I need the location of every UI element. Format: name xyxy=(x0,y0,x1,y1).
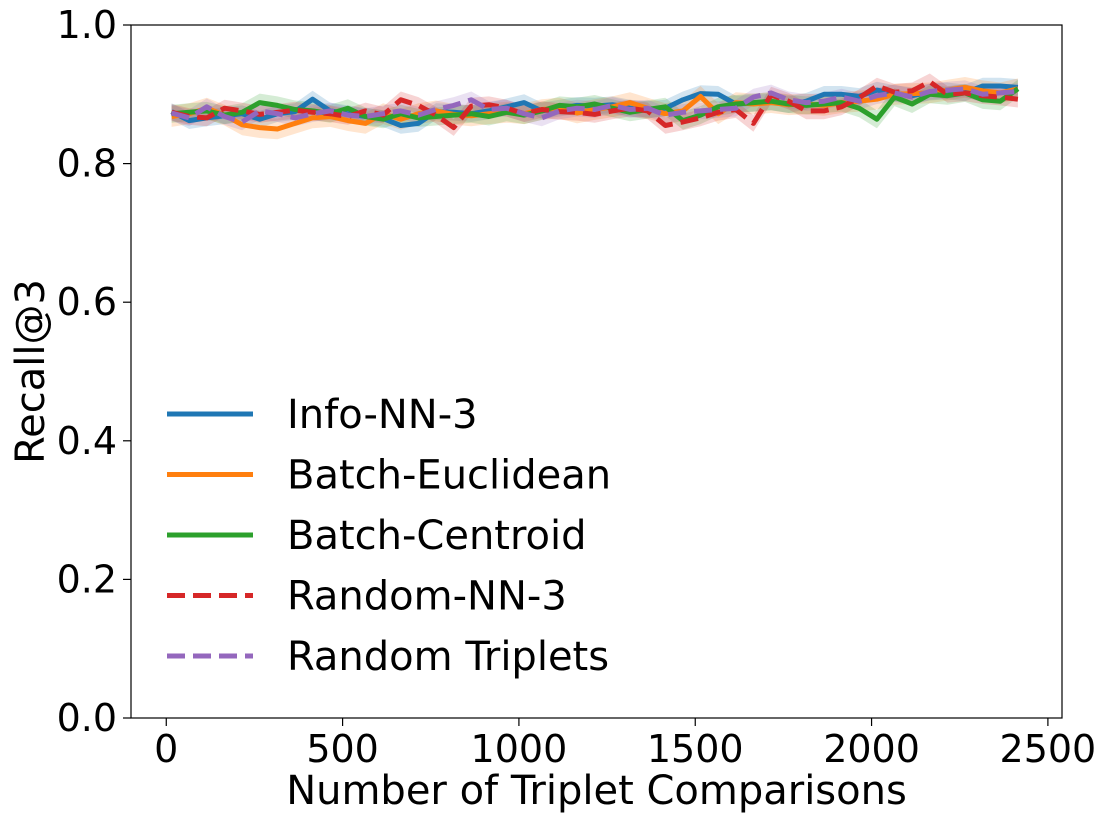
y-axis-label: Recall@3 xyxy=(8,279,54,464)
legend-label: Info-NN-3 xyxy=(287,392,478,438)
series-line-4 xyxy=(171,79,1019,131)
y-tick-label: 0.8 xyxy=(57,142,117,186)
legend-label: Random-NN-3 xyxy=(287,574,567,620)
legend: Info-NN-3 Batch-Euclidean Batch-Centroid Ra… xyxy=(167,392,611,680)
y-tick-label: 1.0 xyxy=(57,3,117,47)
y-tick-label: 0.6 xyxy=(57,280,117,324)
x-tick-label: 500 xyxy=(306,727,379,771)
series-line-5 xyxy=(170,86,1019,125)
y-tick-label: 0.2 xyxy=(57,557,117,601)
y-tick-label: 0.4 xyxy=(57,419,117,463)
y-tick-label: 0.0 xyxy=(57,696,117,740)
x-tick-label: 1500 xyxy=(647,727,744,771)
legend-label: Random Triplets xyxy=(287,634,609,680)
x-axis-label: Number of Triplet Comparisons xyxy=(286,768,907,814)
legend-label: Batch-Euclidean xyxy=(287,453,611,499)
x-tick-label: 2000 xyxy=(823,727,920,771)
x-tick-label: 2500 xyxy=(1000,727,1097,771)
series-lines xyxy=(170,79,1020,132)
x-tick-label: 0 xyxy=(154,727,178,771)
x-axis: 0 500 1000 1500 2000 2500 xyxy=(154,718,1096,771)
x-tick-label: 1000 xyxy=(471,727,568,771)
plot-frame xyxy=(130,24,1063,719)
legend-label: Batch-Centroid xyxy=(287,513,587,559)
y-axis: 0.0 0.2 0.4 0.6 0.8 1.0 xyxy=(57,3,131,740)
